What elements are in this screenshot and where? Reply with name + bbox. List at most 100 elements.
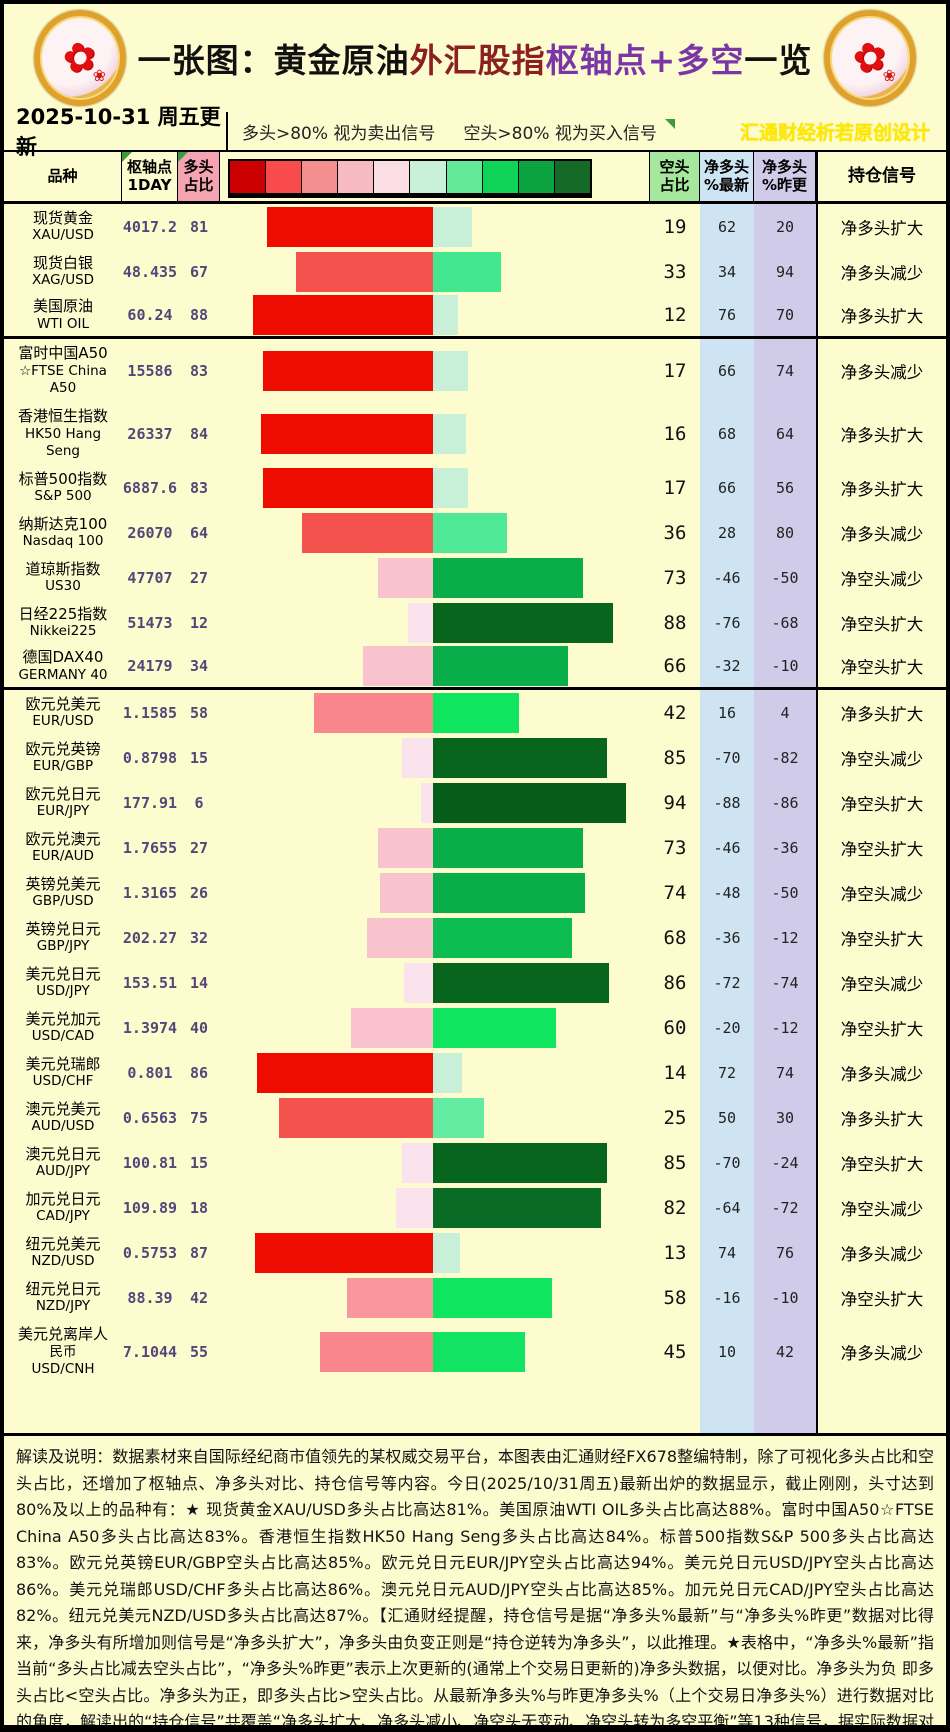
long-bar <box>314 692 433 733</box>
pivot-value: 24179 <box>127 657 173 675</box>
long-percent: 86 <box>189 1063 209 1082</box>
position-signal: 净多头减少 <box>816 1230 946 1275</box>
long-short-bar <box>220 249 650 294</box>
long-short-bar <box>220 1005 650 1050</box>
net-long-latest: -46 <box>700 555 754 600</box>
long-percent: 12 <box>189 613 209 632</box>
instrument-name: 德国DAX40 GERMANY 40 <box>4 645 122 687</box>
net-long-previous: -72 <box>754 1185 816 1230</box>
pivot-value: 26337 <box>127 424 173 443</box>
long-percent: 58 <box>189 703 209 722</box>
short-percent: 45 <box>663 1340 687 1363</box>
long-percent: 6 <box>194 793 204 812</box>
instrument-name-en: CAD/JPY <box>36 1208 90 1225</box>
table-row: 澳元兑日元 AUD/JPY 100.81 15 85 -70 -24 净空头扩大 <box>4 1140 946 1185</box>
long-percent: 32 <box>189 928 209 947</box>
net-long-latest: 66 <box>700 465 754 510</box>
long-bar <box>379 872 433 913</box>
table-row: 纳斯达克100 Nasdaq 100 26070 64 36 28 80 净多头减… <box>4 510 946 555</box>
title-segment: 枢轴点+多空 <box>545 41 745 80</box>
pivot-value: 6887.6 <box>122 478 178 497</box>
long-percent: 18 <box>189 1198 209 1217</box>
filler-cell <box>122 1383 178 1433</box>
long-percent: 40 <box>189 1018 209 1037</box>
legend-short-threshold: 空头>80% 视为买入信号 <box>449 118 676 144</box>
net-long-previous: 4 <box>754 690 816 735</box>
long-short-bar <box>220 555 650 600</box>
instrument-name-en: US30 <box>45 578 81 595</box>
long-percent: 83 <box>189 478 209 497</box>
table-row: 纽元兑日元 NZD/JPY 88.39 42 58 -16 -10 净空头扩大 <box>4 1275 946 1320</box>
instrument-name: 现货黄金 XAU/USD <box>4 204 122 249</box>
instrument-name-cn: 美元兑瑞郎 <box>25 1054 101 1073</box>
instrument-name-en: EUR/AUD <box>32 848 94 865</box>
page-title: 一张图：黄金原油外汇股指枢轴点+多空一览 <box>138 34 813 82</box>
scale-swatch <box>266 161 303 193</box>
position-signal: 净空头扩大 <box>816 645 946 687</box>
short-percent: 33 <box>663 260 687 283</box>
color-scale-strip <box>228 159 592 198</box>
instrument-name-cn: 欧元兑日元 <box>25 784 101 803</box>
net-long-latest: -20 <box>700 1005 754 1050</box>
long-percent: 88 <box>189 306 209 324</box>
scale-swatch <box>482 161 519 193</box>
net-long-previous: 76 <box>754 1230 816 1275</box>
long-short-bar <box>220 204 650 249</box>
filler-cell <box>178 1383 220 1433</box>
net-long-latest: 28 <box>700 510 754 555</box>
table-row: 美国原油 WTI OIL 60.24 88 12 76 70 净多头扩大 <box>4 294 946 339</box>
net-long-previous: 74 <box>754 1050 816 1095</box>
table-row: 美元兑加元 USD/CAD 1.3974 40 60 -20 -12 净空头扩大 <box>4 1005 946 1050</box>
table-row: 香港恒生指数 HK50 Hang Seng 26337 84 16 68 64 净多… <box>4 402 946 465</box>
header-net-long-previous: 净多头 %昨更 <box>754 152 816 201</box>
instrument-name-cn: 英镑兑日元 <box>25 919 101 938</box>
long-bar <box>279 1097 433 1138</box>
table-row: 欧元兑日元 EUR/JPY 177.91 6 94 -88 -86 净空头扩大 <box>4 780 946 825</box>
instrument-name-cn: 现货白银 <box>32 253 93 272</box>
table-row: 标普500指数 S&P 500 6887.6 83 17 66 56 净多头扩大 <box>4 465 946 510</box>
short-percent: 12 <box>663 304 687 326</box>
position-signal: 净多头减少 <box>816 1320 946 1383</box>
long-percent: 67 <box>189 262 209 281</box>
long-short-bar <box>220 402 650 465</box>
short-bar <box>433 206 472 247</box>
scale-swatch <box>374 161 411 193</box>
position-signal: 净空头扩大 <box>816 1275 946 1320</box>
net-long-latest: -70 <box>700 1140 754 1185</box>
long-percent: 83 <box>189 361 209 380</box>
pivot-value: 15586 <box>127 361 173 380</box>
net-long-latest: -88 <box>700 780 754 825</box>
long-bar <box>254 1232 433 1273</box>
net-long-previous: 94 <box>754 249 816 294</box>
instrument-name-en: Nasdaq 100 <box>22 533 104 550</box>
net-long-latest: -70 <box>700 735 754 780</box>
net-long-previous: -86 <box>754 780 816 825</box>
short-percent: 60 <box>663 1016 687 1039</box>
table-filler-row <box>4 1383 946 1433</box>
pivot-value: 60.24 <box>127 306 173 324</box>
net-long-latest: -76 <box>700 600 754 645</box>
long-short-bar <box>220 1185 650 1230</box>
footer-notes: 解读及说明：数据素材来自国际经纪商市值领先的某权威交易平台，本图表由汇通财经FX… <box>4 1433 946 1725</box>
long-bar <box>346 1277 433 1318</box>
short-percent: 73 <box>663 836 687 859</box>
position-signal: 净空头减少 <box>816 960 946 1005</box>
net-long-latest: -16 <box>700 1275 754 1320</box>
filler-cell <box>754 1383 816 1433</box>
table-row: 现货白银 XAG/USD 48.435 67 33 34 94 净多头减少 <box>4 249 946 294</box>
position-signal: 净多头扩大 <box>816 1095 946 1140</box>
position-signal: 净多头扩大 <box>816 465 946 510</box>
instrument-name: 美元兑加元 USD/CAD <box>4 1005 122 1050</box>
net-long-previous: -74 <box>754 960 816 1005</box>
instrument-name-en: AUD/JPY <box>35 1163 91 1180</box>
pivot-value: 48.435 <box>122 262 178 281</box>
legend-long-threshold: 多头>80% 视为卖出信号 <box>242 123 436 144</box>
instrument-name-en: XAU/USD <box>32 227 94 244</box>
short-percent: 68 <box>663 926 687 949</box>
long-bar <box>262 350 433 391</box>
net-long-latest: 74 <box>700 1230 754 1275</box>
short-percent: 74 <box>663 881 687 904</box>
instrument-name: 欧元兑英镑 EUR/GBP <box>4 735 122 780</box>
instrument-name: 现货白银 XAG/USD <box>4 249 122 294</box>
long-short-bar <box>220 780 650 825</box>
